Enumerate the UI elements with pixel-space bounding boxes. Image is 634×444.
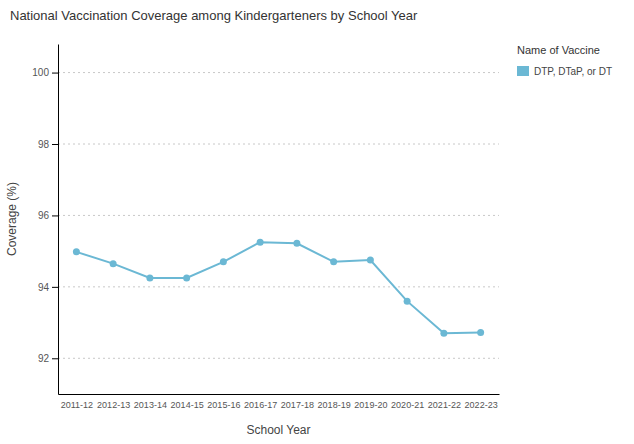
legend-swatch	[517, 66, 529, 76]
legend-label: DTP, DTaP, or DT	[534, 66, 612, 77]
marks	[73, 239, 484, 337]
y-axis-title: Coverage (%)	[5, 182, 19, 256]
point	[257, 239, 264, 246]
x-axis-line	[59, 394, 500, 395]
title: National Vaccination Coverage among Kind…	[10, 8, 418, 23]
x-tick-label: 2022-23	[465, 400, 498, 410]
y-axis-line	[58, 45, 59, 395]
point	[440, 330, 447, 337]
x-tick: 2014-15	[171, 400, 204, 410]
y-tick-mark	[52, 144, 58, 145]
x-tick: 2020-21	[391, 400, 424, 410]
x-tick: 2016-17	[244, 400, 277, 410]
x-tick-label: 2012-13	[97, 400, 130, 410]
y-tick-label: 100	[32, 67, 49, 78]
point	[477, 329, 484, 336]
chart: National Vaccination Coverage among Kind…	[0, 0, 634, 444]
y-tick-label: 94	[38, 282, 50, 293]
x-tick-label: 2011-12	[61, 400, 93, 410]
x-tick-label: 2016-17	[244, 400, 277, 410]
point	[404, 298, 411, 305]
point	[293, 240, 300, 247]
point	[183, 274, 190, 281]
y-axis: 92 94 96 98 100	[32, 45, 58, 395]
y-tick-mark	[52, 358, 58, 359]
y-tick-mark	[52, 215, 58, 216]
y-tick: 96	[38, 210, 58, 221]
x-tick: 2017-18	[281, 400, 314, 410]
legend-title: Name of Vaccine	[517, 44, 600, 56]
x-tick-label: 2017-18	[281, 400, 314, 410]
grid-line	[58, 358, 499, 359]
point	[110, 260, 117, 267]
x-tick: 2021-22	[428, 400, 461, 410]
y-tick-mark	[52, 73, 58, 74]
point	[367, 257, 374, 264]
x-tick-label: 2015-16	[207, 400, 240, 410]
legend: Name of Vaccine DTP, DTaP, or DT	[517, 44, 612, 77]
y-tick-label: 92	[38, 353, 50, 364]
y-tick: 98	[38, 139, 58, 150]
y-tick: 94	[38, 282, 58, 293]
grid-line	[58, 215, 499, 216]
x-axis: 2011-12 2012-13 2013-14 2014-152015-16 2016-…	[59, 395, 500, 411]
legend-item: DTP, DTaP, or DT	[517, 66, 612, 77]
grid-line	[58, 72, 499, 73]
x-tick: 2022-23	[465, 400, 498, 410]
y-tick: 100	[32, 67, 58, 78]
grid-line	[58, 144, 499, 145]
x-tick-label: 2021-22	[428, 400, 461, 410]
point	[220, 258, 227, 265]
x-tick: 2013-14	[134, 400, 167, 410]
x-tick-label: 2020-21	[391, 400, 424, 410]
grid	[58, 73, 499, 359]
y-tick-mark	[52, 287, 58, 288]
y-tick-label: 96	[38, 210, 50, 221]
y-tick-label: 98	[38, 139, 50, 150]
point	[330, 258, 337, 265]
line	[76, 242, 480, 333]
point	[73, 248, 80, 255]
x-tick: 2011-12	[61, 400, 93, 410]
x-tick: 2012-13	[97, 400, 130, 410]
plot: 2011-12 2012-13 2013-14 2014-152015-16 2016-…	[5, 45, 500, 438]
x-tick-label: 2018-19	[318, 400, 351, 410]
x-tick: 2019-20	[354, 400, 387, 410]
grid-line	[58, 286, 499, 287]
x-tick-label: 2019-20	[354, 400, 387, 410]
x-tick-label: 2013-14	[134, 400, 167, 410]
x-axis-title: School Year	[246, 423, 310, 437]
y-tick: 92	[38, 353, 58, 364]
x-tick: 2015-16	[207, 400, 240, 410]
x-tick: 2018-19	[318, 400, 351, 410]
x-tick-label: 2014-15	[171, 400, 204, 410]
point	[146, 274, 153, 281]
